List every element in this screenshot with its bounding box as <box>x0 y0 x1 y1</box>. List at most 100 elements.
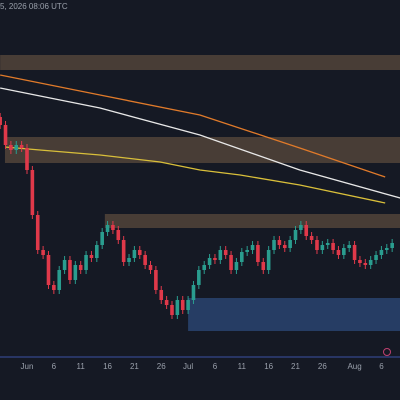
zone <box>0 55 400 70</box>
x-tick-label: 16 <box>103 362 112 371</box>
x-tick-label: 16 <box>264 362 273 371</box>
candle-body <box>57 270 62 290</box>
icon <box>383 348 391 356</box>
candle-body <box>62 260 67 270</box>
candle-body <box>30 170 35 215</box>
candle-body <box>234 262 239 270</box>
x-tick-label: 6 <box>379 362 384 371</box>
x-tick-label: Aug <box>347 362 361 371</box>
candle-body <box>111 225 115 230</box>
candle-body <box>121 240 126 262</box>
x-tick-label: 26 <box>318 362 327 371</box>
candle-body <box>245 250 249 252</box>
candle-body <box>105 225 110 232</box>
moving-average <box>0 74 386 178</box>
candle-body <box>89 255 94 258</box>
candle-body <box>25 148 29 170</box>
candle-body <box>309 236 314 240</box>
candle-body <box>164 300 169 305</box>
candle-body <box>154 270 158 290</box>
candle-body <box>73 265 78 280</box>
candle-body <box>293 230 298 240</box>
candle-body <box>374 255 378 260</box>
candle-body <box>202 265 207 270</box>
chart-header: 5, 2026 08:06 UTC <box>0 2 68 11</box>
candle-body <box>68 260 72 280</box>
x-tick-label: 11 <box>77 362 86 371</box>
x-tick-label: 6 <box>52 362 57 371</box>
candle-body <box>250 245 255 250</box>
candle-body <box>299 225 303 230</box>
candle-body <box>336 250 341 255</box>
candle-body <box>3 125 8 145</box>
zones <box>0 55 400 331</box>
candle-body <box>379 250 384 255</box>
x-tick-label: 21 <box>130 362 139 371</box>
candle-body <box>266 250 271 270</box>
candle-body <box>352 245 357 260</box>
candle-body <box>277 240 282 245</box>
candle-body <box>358 260 362 263</box>
x-tick-label: 26 <box>157 362 166 371</box>
candle-body <box>180 300 185 310</box>
candle-body <box>384 248 389 250</box>
candle-body <box>95 245 99 258</box>
moving-average <box>4 146 386 204</box>
candle-body <box>116 230 121 240</box>
candle-body <box>137 250 142 255</box>
candle-body <box>41 250 45 255</box>
candle-body <box>282 245 287 248</box>
candle-body <box>368 260 373 265</box>
candle-body <box>0 117 2 125</box>
candle-body <box>19 145 24 148</box>
candle-body <box>148 265 153 270</box>
candle-body <box>342 248 346 255</box>
candle-body <box>315 240 319 250</box>
candle-body <box>132 250 137 258</box>
x-tick-label: 11 <box>238 362 247 371</box>
candle-body <box>229 255 233 270</box>
x-tick-label: 6 <box>213 362 218 371</box>
candle-body <box>213 258 217 260</box>
candle-body <box>52 285 56 290</box>
candle-body <box>143 255 147 265</box>
candle-body <box>272 240 276 250</box>
candle-body <box>46 255 51 285</box>
moving-average <box>0 87 400 199</box>
candle-body <box>127 258 131 262</box>
candle-body <box>14 145 19 150</box>
candle-body <box>35 215 40 250</box>
candle-body <box>331 243 335 250</box>
candle-body <box>288 240 292 248</box>
candle-body <box>363 263 368 265</box>
candle-body <box>170 305 174 315</box>
x-tick-label: Jul <box>183 362 193 371</box>
candle-body <box>100 232 104 245</box>
candle-body <box>390 243 394 248</box>
candles <box>0 113 394 319</box>
candle-body <box>325 243 330 245</box>
candle-body <box>191 285 196 300</box>
candle-body <box>304 225 309 236</box>
lines <box>0 74 400 204</box>
candle-body <box>347 245 351 248</box>
x-tick-label: Jun <box>21 362 34 371</box>
candle-body <box>240 252 244 262</box>
candle-body <box>78 265 83 270</box>
candle-body <box>84 255 88 270</box>
candle-body <box>197 270 201 285</box>
zone <box>4 137 400 163</box>
candle-body <box>9 145 13 150</box>
candle-body <box>261 262 266 270</box>
candle-body <box>175 300 180 315</box>
candle-body <box>218 250 223 260</box>
candle-body <box>320 245 325 250</box>
candle-body <box>223 250 228 255</box>
candle-body <box>186 300 190 310</box>
zone <box>188 298 400 331</box>
candle-body <box>256 245 260 262</box>
zone <box>104 214 400 228</box>
x-tick-label: 21 <box>291 362 300 371</box>
